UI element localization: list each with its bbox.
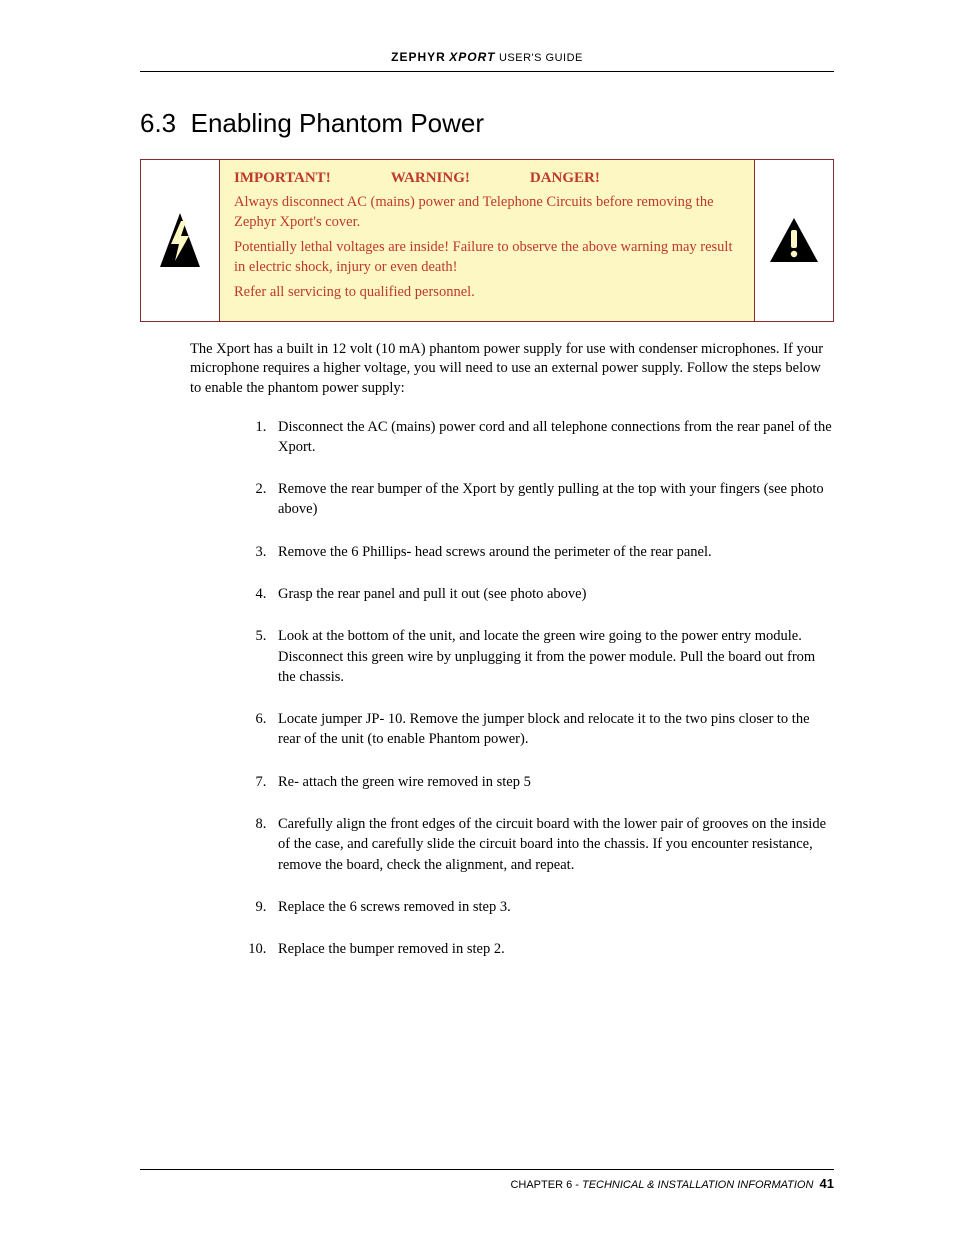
step-item: Carefully align the front edges of the c… bbox=[270, 814, 834, 875]
high-voltage-icon bbox=[156, 211, 204, 269]
header-brand-zephyr: ZEPHYR bbox=[391, 50, 446, 64]
alert-triangle-icon bbox=[768, 216, 820, 264]
warning-label-important: IMPORTANT! bbox=[234, 170, 331, 187]
warning-paragraph-3: Refer all servicing to qualified personn… bbox=[234, 283, 740, 303]
step-item: Remove the rear bumper of the Xport by g… bbox=[270, 479, 834, 520]
steps-list: Disconnect the AC (mains) power cord and… bbox=[270, 417, 834, 960]
warning-label-warning: WARNING! bbox=[391, 170, 470, 187]
page-footer: CHAPTER 6 - TECHNICAL & INSTALLATION INF… bbox=[140, 1169, 834, 1191]
step-item: Locate jumper JP- 10. Remove the jumper … bbox=[270, 709, 834, 750]
step-item: Replace the 6 screws removed in step 3. bbox=[270, 897, 834, 917]
header-brand-xport: XPORT bbox=[449, 50, 495, 64]
warning-label-danger: DANGER! bbox=[530, 170, 600, 187]
warning-header-row: IMPORTANT! WARNING! DANGER! bbox=[234, 170, 740, 187]
warning-icon-left-cell bbox=[141, 160, 220, 321]
step-item: Remove the 6 Phillips- head screws aroun… bbox=[270, 542, 834, 562]
step-item: Replace the bumper removed in step 2. bbox=[270, 939, 834, 959]
warning-callout: IMPORTANT! WARNING! DANGER! Always disco… bbox=[140, 159, 834, 322]
warning-icon-right-cell bbox=[754, 160, 833, 321]
warning-text-area: IMPORTANT! WARNING! DANGER! Always disco… bbox=[220, 160, 754, 321]
footer-chapter-label: CHAPTER 6 - bbox=[510, 1179, 582, 1191]
step-item: Grasp the rear panel and pull it out (se… bbox=[270, 584, 834, 604]
section-number: 6.3 bbox=[140, 108, 176, 138]
section-title-text: Enabling Phantom Power bbox=[191, 108, 484, 138]
warning-paragraph-1: Always disconnect AC (mains) power and T… bbox=[234, 193, 740, 232]
intro-paragraph: The Xport has a built in 12 volt (10 mA)… bbox=[190, 340, 834, 399]
header-tail: USER'S GUIDE bbox=[495, 52, 582, 64]
footer-chapter-title: TECHNICAL & INSTALLATION INFORMATION bbox=[582, 1179, 813, 1191]
step-item: Look at the bottom of the unit, and loca… bbox=[270, 626, 834, 687]
page: ZEPHYR XPORT USER'S GUIDE 6.3 Enabling P… bbox=[0, 0, 954, 1235]
step-item: Re- attach the green wire removed in ste… bbox=[270, 772, 834, 792]
page-header: ZEPHYR XPORT USER'S GUIDE bbox=[140, 50, 834, 72]
step-item: Disconnect the AC (mains) power cord and… bbox=[270, 417, 834, 458]
warning-paragraph-2: Potentially lethal voltages are inside! … bbox=[234, 238, 740, 277]
section-heading: 6.3 Enabling Phantom Power bbox=[140, 108, 834, 139]
footer-page-number: 41 bbox=[820, 1176, 834, 1191]
